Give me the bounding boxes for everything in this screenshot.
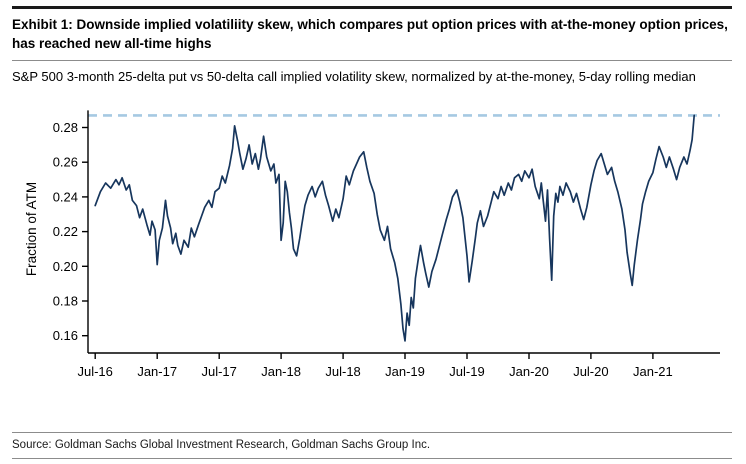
title-divider-rule [12,59,732,61]
svg-text:0.24: 0.24 [53,190,78,205]
svg-text:Jul-18: Jul-18 [325,364,360,379]
svg-text:Jul-20: Jul-20 [573,364,608,379]
svg-text:0.22: 0.22 [53,224,78,239]
svg-text:Fraction of ATM: Fraction of ATM [24,182,39,276]
svg-text:0.26: 0.26 [53,155,78,170]
skew-line-chart-svg: 0.16 0.18 0.20 0.22 0.24 0.26 0.28 Jul-16 Jan-17… [24,110,720,379]
svg-text:Jul-19: Jul-19 [449,364,484,379]
svg-text:0.16: 0.16 [53,329,78,344]
svg-text:Jan-18: Jan-18 [261,364,301,379]
volatility-skew-chart: 0.16 0.18 0.20 0.22 0.24 0.26 0.28 Jul-16 Jan-17… [12,89,732,385]
svg-text:Jan-19: Jan-19 [385,364,425,379]
footer: Source: Goldman Sachs Global Investment … [12,432,732,459]
svg-text:0.18: 0.18 [53,294,78,309]
svg-text:Jan-17: Jan-17 [137,364,177,379]
svg-text:Jan-20: Jan-20 [509,364,549,379]
svg-text:0.20: 0.20 [53,259,78,274]
exhibit-subtitle: S&P 500 3-month 25-delta put vs 50-delta… [12,68,696,84]
exhibit-title: Exhibit 1: Downside implied volatiliity … [12,17,728,51]
svg-text:Jul-17: Jul-17 [201,364,236,379]
footer-top-rule [12,432,732,433]
svg-text:Jul-16: Jul-16 [77,364,112,379]
source-note: Source: Goldman Sachs Global Investment … [12,439,431,451]
footer-bottom-rule [12,458,732,459]
top-rule [12,6,732,9]
svg-text:Jan-21: Jan-21 [633,364,673,379]
svg-text:0.28: 0.28 [53,120,78,135]
